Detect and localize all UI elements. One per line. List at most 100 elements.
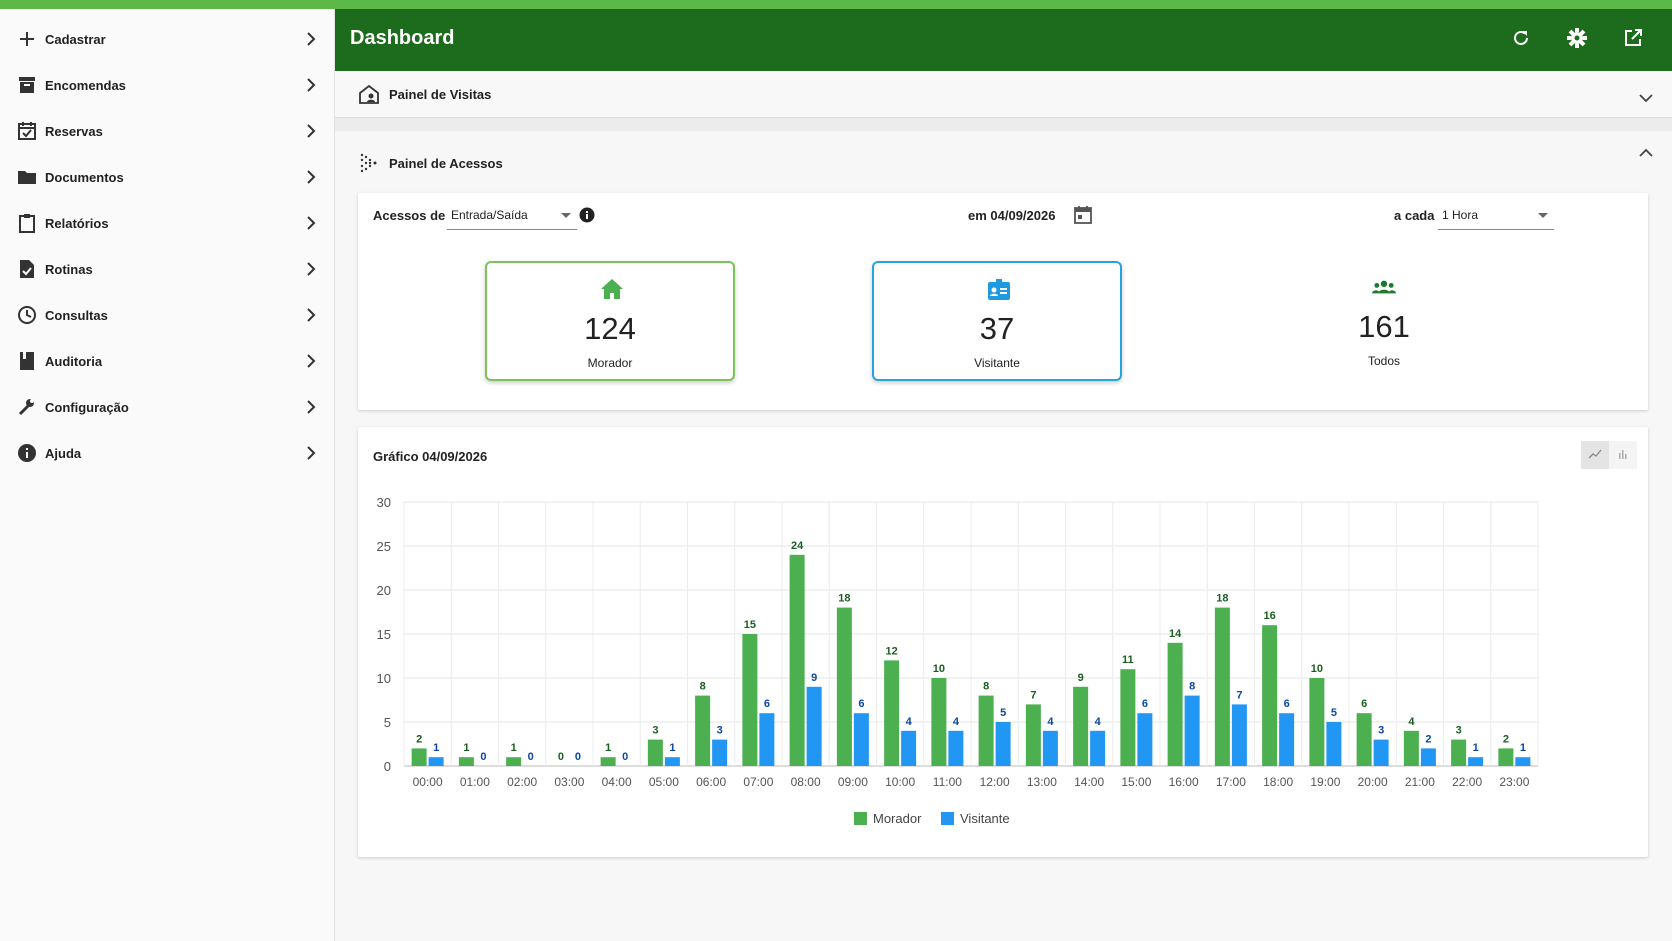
y-tick-label: 15 xyxy=(377,627,391,642)
morador-bar xyxy=(836,607,852,766)
morador-bar xyxy=(1356,713,1372,766)
stat-todos[interactable]: 161 Todos xyxy=(1259,261,1509,381)
sidebar-item-configuracao[interactable]: Configuração xyxy=(0,384,335,430)
x-tick-label: 04:00 xyxy=(602,775,632,789)
visitante-bar xyxy=(948,730,964,766)
morador-bar xyxy=(506,757,522,766)
morador-bar xyxy=(1167,642,1183,766)
morador-data-label: 15 xyxy=(744,619,756,631)
y-tick-label: 5 xyxy=(384,715,391,730)
morador-bar xyxy=(1498,748,1514,766)
stat-visitante[interactable]: 37 Visitante xyxy=(872,261,1122,381)
caret-down-icon xyxy=(561,213,571,218)
legend-swatch xyxy=(854,812,867,825)
x-tick-label: 03:00 xyxy=(554,775,584,789)
sidebar-item-auditoria[interactable]: Auditoria xyxy=(0,338,335,384)
visitante-bar xyxy=(1468,757,1484,766)
refresh-button[interactable] xyxy=(1507,26,1535,54)
chevron-down-icon[interactable] xyxy=(1639,90,1653,108)
morador-bar xyxy=(1309,678,1325,766)
app-header: Dashboard xyxy=(335,9,1672,71)
visitante-bar xyxy=(1137,713,1153,766)
acessos-select-value: Entrada/Saída xyxy=(451,207,528,222)
x-tick-label: 10:00 xyxy=(885,775,915,789)
line-chart-icon xyxy=(1588,446,1602,464)
chevron-right-icon xyxy=(304,262,318,276)
morador-bar xyxy=(1120,669,1136,766)
morador-data-label: 3 xyxy=(1456,725,1462,737)
chevron-up-icon[interactable] xyxy=(1639,145,1653,163)
x-tick-label: 13:00 xyxy=(1027,775,1057,789)
chevron-right-icon xyxy=(304,216,318,230)
visitante-data-label: 2 xyxy=(1425,733,1431,745)
stat-morador[interactable]: 124 Morador xyxy=(485,261,735,381)
morador-bar xyxy=(1025,704,1041,766)
x-tick-label: 18:00 xyxy=(1263,775,1293,789)
morador-data-label: 1 xyxy=(463,742,469,754)
morador-bar xyxy=(1214,607,1230,766)
info-icon xyxy=(16,442,38,464)
settings-button[interactable] xyxy=(1563,26,1591,54)
calendar-icon[interactable] xyxy=(1073,205,1093,230)
visitante-data-label: 5 xyxy=(1000,707,1006,719)
panel-visitas-header[interactable]: Painel de Visitas xyxy=(335,71,1672,118)
stat-value: 37 xyxy=(979,311,1015,346)
bar-chart-toggle[interactable] xyxy=(1609,441,1637,469)
morador-data-label: 1 xyxy=(605,742,611,754)
caret-down-icon xyxy=(1538,213,1548,218)
info-icon[interactable] xyxy=(579,207,595,228)
visitante-data-label: 0 xyxy=(622,751,628,763)
x-tick-label: 02:00 xyxy=(507,775,537,789)
interval-label: a cada xyxy=(1394,208,1435,223)
x-tick-label: 05:00 xyxy=(649,775,679,789)
visitante-data-label: 6 xyxy=(1284,698,1290,710)
open-external-icon xyxy=(1623,28,1643,53)
sidebar-item-encomendas[interactable]: Encomendas xyxy=(0,62,335,108)
x-tick-label: 15:00 xyxy=(1121,775,1151,789)
wrench-icon xyxy=(16,396,38,418)
sidebar-item-label: Cadastrar xyxy=(45,31,106,47)
sidebar-item-documentos[interactable]: Documentos xyxy=(0,154,335,200)
sidebar-item-relatorios[interactable]: Relatórios xyxy=(0,200,335,246)
open-external-button[interactable] xyxy=(1619,26,1647,54)
chevron-right-icon xyxy=(304,32,318,46)
top-accent-bar xyxy=(0,0,1672,9)
interval-select-value: 1 Hora xyxy=(1442,207,1479,222)
visitante-data-label: 4 xyxy=(1047,716,1054,728)
x-tick-label: 14:00 xyxy=(1074,775,1104,789)
sidebar-item-rotinas[interactable]: Rotinas xyxy=(0,246,335,292)
y-tick-label: 10 xyxy=(377,671,391,686)
morador-data-label: 9 xyxy=(1078,672,1084,684)
legend-swatch xyxy=(941,812,954,825)
morador-data-label: 12 xyxy=(886,645,898,657)
morador-data-label: 18 xyxy=(838,593,850,605)
sidebar-item-ajuda[interactable]: Ajuda xyxy=(0,430,335,476)
users-icon xyxy=(1372,275,1396,299)
morador-data-label: 6 xyxy=(1361,698,1367,710)
sidebar-item-cadastrar[interactable]: Cadastrar xyxy=(0,16,335,62)
sidebar-item-label: Ajuda xyxy=(45,445,82,461)
visitante-bar xyxy=(853,713,869,766)
sidebar-item-reservas[interactable]: Reservas xyxy=(0,108,335,154)
visitante-bar xyxy=(759,713,775,766)
visitante-bar xyxy=(901,730,917,766)
acessos-de-label: Acessos de xyxy=(373,208,446,223)
chevron-right-icon xyxy=(304,170,318,184)
sidebar-item-consultas[interactable]: Consultas xyxy=(0,292,335,338)
x-tick-label: 08:00 xyxy=(791,775,821,789)
line-chart-toggle[interactable] xyxy=(1581,441,1609,469)
interval-select[interactable]: 1 Hora xyxy=(1438,200,1554,230)
date-label: em 04/09/2026 xyxy=(968,208,1056,223)
sidebar-item-label: Relatórios xyxy=(45,215,109,231)
legend-label: Morador xyxy=(873,811,922,826)
sidebar-item-label: Configuração xyxy=(45,399,129,415)
house-icon xyxy=(600,277,624,301)
morador-data-label: 16 xyxy=(1264,610,1276,622)
stat-label: Todos xyxy=(1367,354,1401,368)
y-tick-label: 25 xyxy=(377,539,391,554)
chevron-right-icon xyxy=(304,124,318,138)
acessos-select[interactable]: Entrada/Saída xyxy=(447,200,577,230)
morador-bar xyxy=(1073,686,1089,766)
morador-data-label: 24 xyxy=(791,540,804,552)
